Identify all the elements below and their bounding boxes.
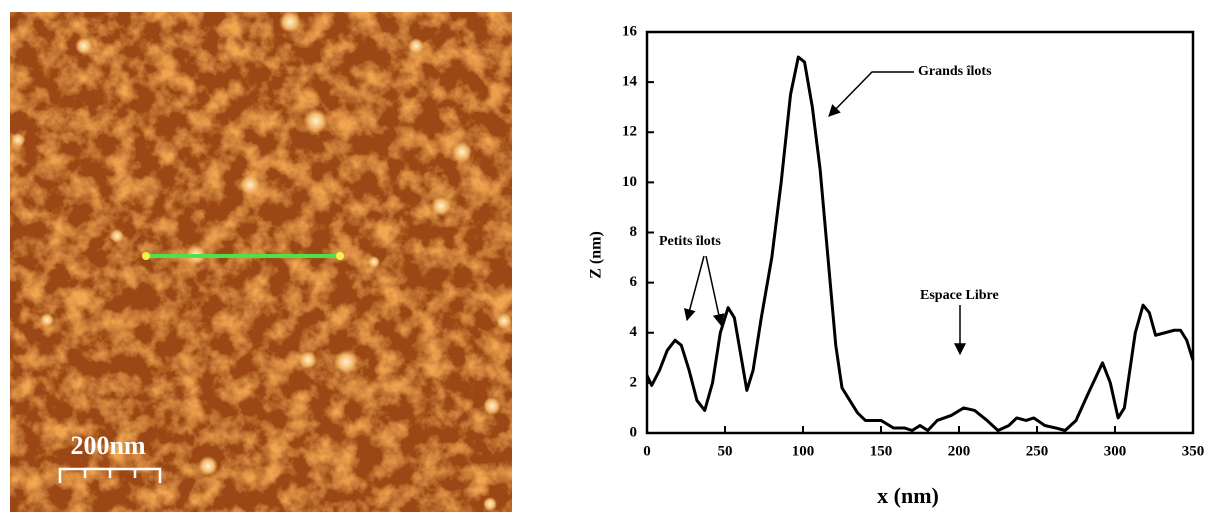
x-tick-label: 250 (1026, 443, 1049, 459)
y-tick-label: 14 (622, 74, 638, 90)
afm-texture (10, 12, 512, 512)
scale-bar (58, 467, 162, 483)
profile-line (645, 55, 1195, 432)
x-tick-label: 350 (1182, 443, 1205, 459)
y-axis-label: Z (nm) (588, 231, 605, 279)
afm-image: 200nm (10, 11, 512, 512)
x-tick-label: 150 (870, 443, 893, 459)
x-tick-label: 100 (792, 443, 815, 459)
y-tick-label: 12 (622, 124, 637, 140)
annotation-arrow (705, 255, 725, 327)
x-tick-label: 300 (1104, 443, 1127, 459)
annotation-arrow (828, 71, 914, 117)
profile-end (336, 252, 344, 260)
afm-particles (11, 11, 512, 511)
profile-chart: x (nm) Z (nm) Grands îlots Petits îlots … (588, 23, 1205, 508)
y-tick-label: 4 (630, 324, 638, 340)
annotation: Espace Libre (920, 288, 999, 303)
profile-end (142, 252, 150, 260)
plot-frame (645, 30, 1195, 435)
x-tick-label: 50 (718, 443, 733, 459)
annotation: Petits îlots (659, 234, 721, 249)
y-tick-label: 8 (630, 224, 638, 240)
y-tick-label: 0 (630, 424, 638, 440)
x-tick-label: 200 (948, 443, 971, 459)
y-tick-label: 6 (630, 274, 638, 290)
x-axis-label: x (nm) (877, 483, 939, 508)
y-tick-label: 16 (622, 23, 638, 39)
annotation-arrow (683, 255, 705, 322)
x-tick-label: 0 (643, 443, 651, 459)
y-tick-label: 10 (622, 174, 637, 190)
y-tick-label: 2 (630, 374, 638, 390)
scale-label: 200nm (70, 431, 145, 460)
annotation: Grands îlots (918, 64, 992, 79)
